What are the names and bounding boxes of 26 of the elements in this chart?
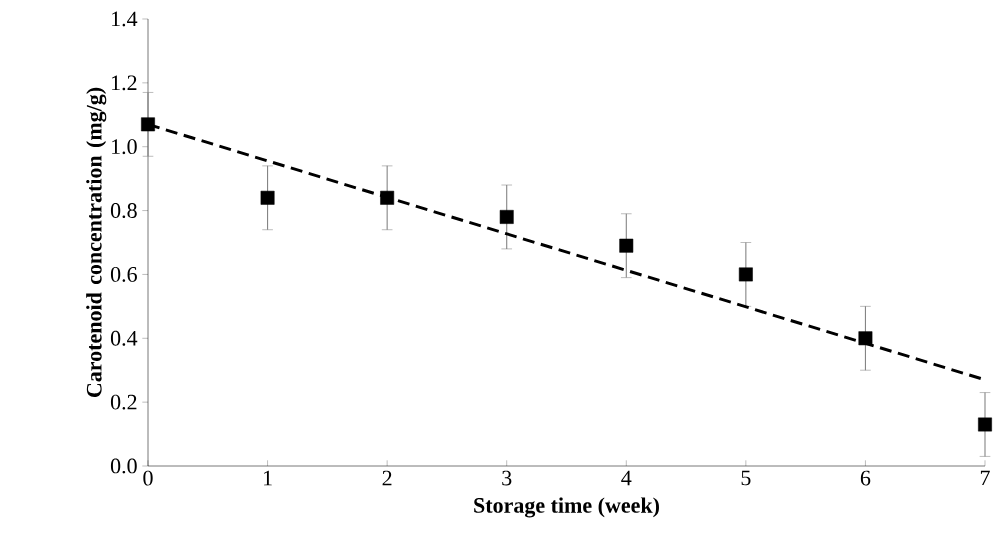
point (978, 417, 992, 432)
y-tick-label: 1.0 (112, 139, 137, 155)
x-tick-label: 6 (860, 470, 871, 486)
point (380, 190, 395, 205)
x-tick-label: 0 (143, 470, 153, 486)
x-tick-label: 4 (621, 470, 632, 486)
y-tick-label: 0.6 (110, 266, 137, 282)
x-tick-label: 5 (741, 470, 751, 486)
x-axis-title: Storage time (week) (474, 497, 659, 518)
y-axis-title: Carotenoid concentration (mg/g) (86, 87, 107, 398)
point (858, 331, 873, 346)
y-tick-label: 0.2 (110, 394, 137, 410)
x-tick-label: 2 (382, 470, 392, 486)
point (738, 267, 753, 282)
point (141, 117, 155, 132)
point (260, 190, 275, 205)
point (499, 210, 514, 224)
y-tick-label: 0.0 (110, 458, 137, 474)
y-tick-label: 1.2 (112, 75, 137, 91)
x-tick-label: 3 (502, 470, 512, 486)
x-tick-label: 7 (980, 470, 990, 486)
y-tick-label: 0.4 (110, 330, 138, 346)
point (619, 238, 634, 253)
y-tick-label: 1.4 (112, 11, 138, 27)
x-tick-label: 1 (264, 470, 272, 486)
y-tick-label: 0.8 (110, 203, 137, 219)
